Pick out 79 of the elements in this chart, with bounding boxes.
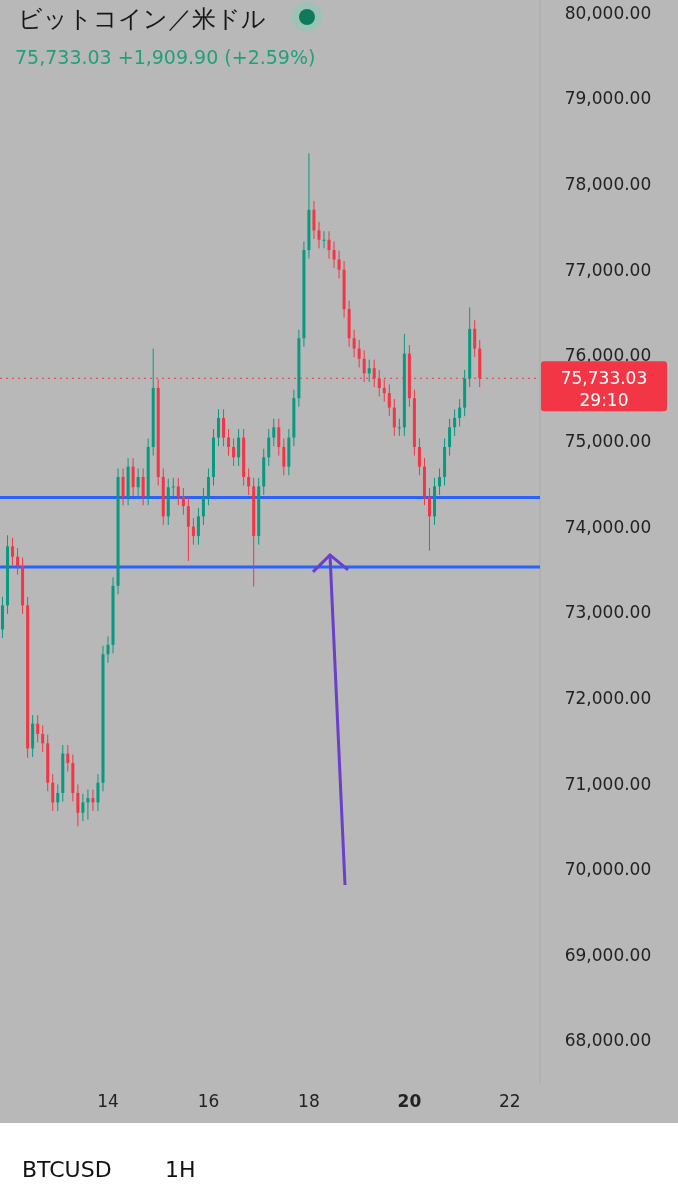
- y-tick-label: 80,000.00: [564, 2, 652, 23]
- candlestick: [66, 744, 70, 773]
- candlestick: [473, 319, 477, 358]
- candlestick: [282, 437, 286, 476]
- candlestick: [131, 457, 135, 497]
- candlestick: [247, 467, 251, 496]
- text: BTCUSD: [22, 1157, 112, 1182]
- candlestick: [191, 517, 195, 546]
- candlestick: [453, 408, 457, 437]
- candlestick: [387, 384, 391, 417]
- x-tick-label: 20: [397, 1091, 422, 1111]
- candlestick: [352, 329, 356, 358]
- candlestick: [51, 773, 55, 812]
- candlestick: [222, 408, 226, 447]
- y-tick-label: 71,000.00: [564, 773, 652, 794]
- candlestick: [392, 398, 396, 437]
- y-tick-label: 70,000.00: [564, 859, 652, 880]
- ref-line-label: 75,733.03: [560, 368, 648, 389]
- candlestick: [106, 635, 110, 664]
- candlestick: [196, 507, 200, 546]
- y-tick-label: 78,000.00: [564, 174, 652, 195]
- candlestick: [322, 230, 326, 249]
- candlestick: [267, 428, 271, 467]
- candlestick: [91, 789, 95, 812]
- candlestick: [227, 428, 231, 457]
- candlestick: [1, 596, 5, 639]
- candlestick: [277, 418, 281, 457]
- candlestick: [438, 467, 442, 496]
- x-tick-label: 16: [197, 1091, 220, 1111]
- candlestick: [121, 467, 125, 506]
- candlestick: [36, 714, 40, 743]
- candlestick: [171, 477, 175, 497]
- candlestick: [427, 487, 431, 552]
- candlestick: [96, 773, 100, 812]
- y-tick-label: 68,000.00: [564, 1030, 652, 1051]
- x-tick-label: 14: [97, 1091, 119, 1111]
- candlestick: [397, 418, 401, 437]
- candlestick: [272, 418, 276, 447]
- candlestick: [312, 200, 316, 240]
- candlestick: [176, 477, 180, 506]
- candlestick: [417, 437, 421, 476]
- candlestick: [201, 487, 205, 526]
- candlestick: [76, 783, 80, 827]
- candlestick: [181, 487, 185, 516]
- x-tick-label: 22: [499, 1091, 521, 1111]
- y-tick-label: 76,000.00: [564, 345, 652, 366]
- candlestick: [357, 339, 361, 368]
- candlestick: [41, 724, 45, 753]
- candlestick: [81, 793, 85, 822]
- candlestick: [327, 230, 331, 260]
- text: 75,733.03 +1,909.90 (+2.59%): [15, 46, 316, 68]
- candlestick: [217, 408, 221, 447]
- candlestick: [337, 250, 341, 279]
- candlestick: [237, 428, 241, 467]
- candlestick: [448, 418, 452, 457]
- candlestick: [332, 240, 336, 269]
- candlestick: [367, 359, 371, 383]
- candlestick: [56, 783, 60, 812]
- candlestick: [141, 467, 145, 506]
- y-tick-label: 79,000.00: [564, 88, 652, 109]
- candlestick: [232, 437, 236, 467]
- candlestick: [206, 467, 210, 506]
- candlestick: [11, 537, 15, 566]
- candlestick: [458, 398, 462, 427]
- text: 29:10: [579, 390, 629, 411]
- text: 1H: [165, 1157, 196, 1182]
- x-tick-label: 18: [298, 1091, 320, 1111]
- y-tick-label: 73,000.00: [564, 602, 652, 623]
- y-tick-label: 77,000.00: [564, 259, 652, 280]
- y-tick-label: 75,000.00: [564, 431, 652, 452]
- candlestick: [136, 467, 140, 497]
- candlestick: [317, 221, 321, 249]
- y-tick-label: 69,000.00: [564, 944, 652, 965]
- candlestick: [16, 547, 20, 576]
- y-tick-label: 72,000.00: [564, 687, 652, 708]
- y-tick-label: 74,000.00: [564, 516, 652, 537]
- chart-title: ビットコイン／米ドル: [18, 5, 266, 33]
- candlestick: [86, 789, 90, 821]
- candlestick: [186, 497, 190, 562]
